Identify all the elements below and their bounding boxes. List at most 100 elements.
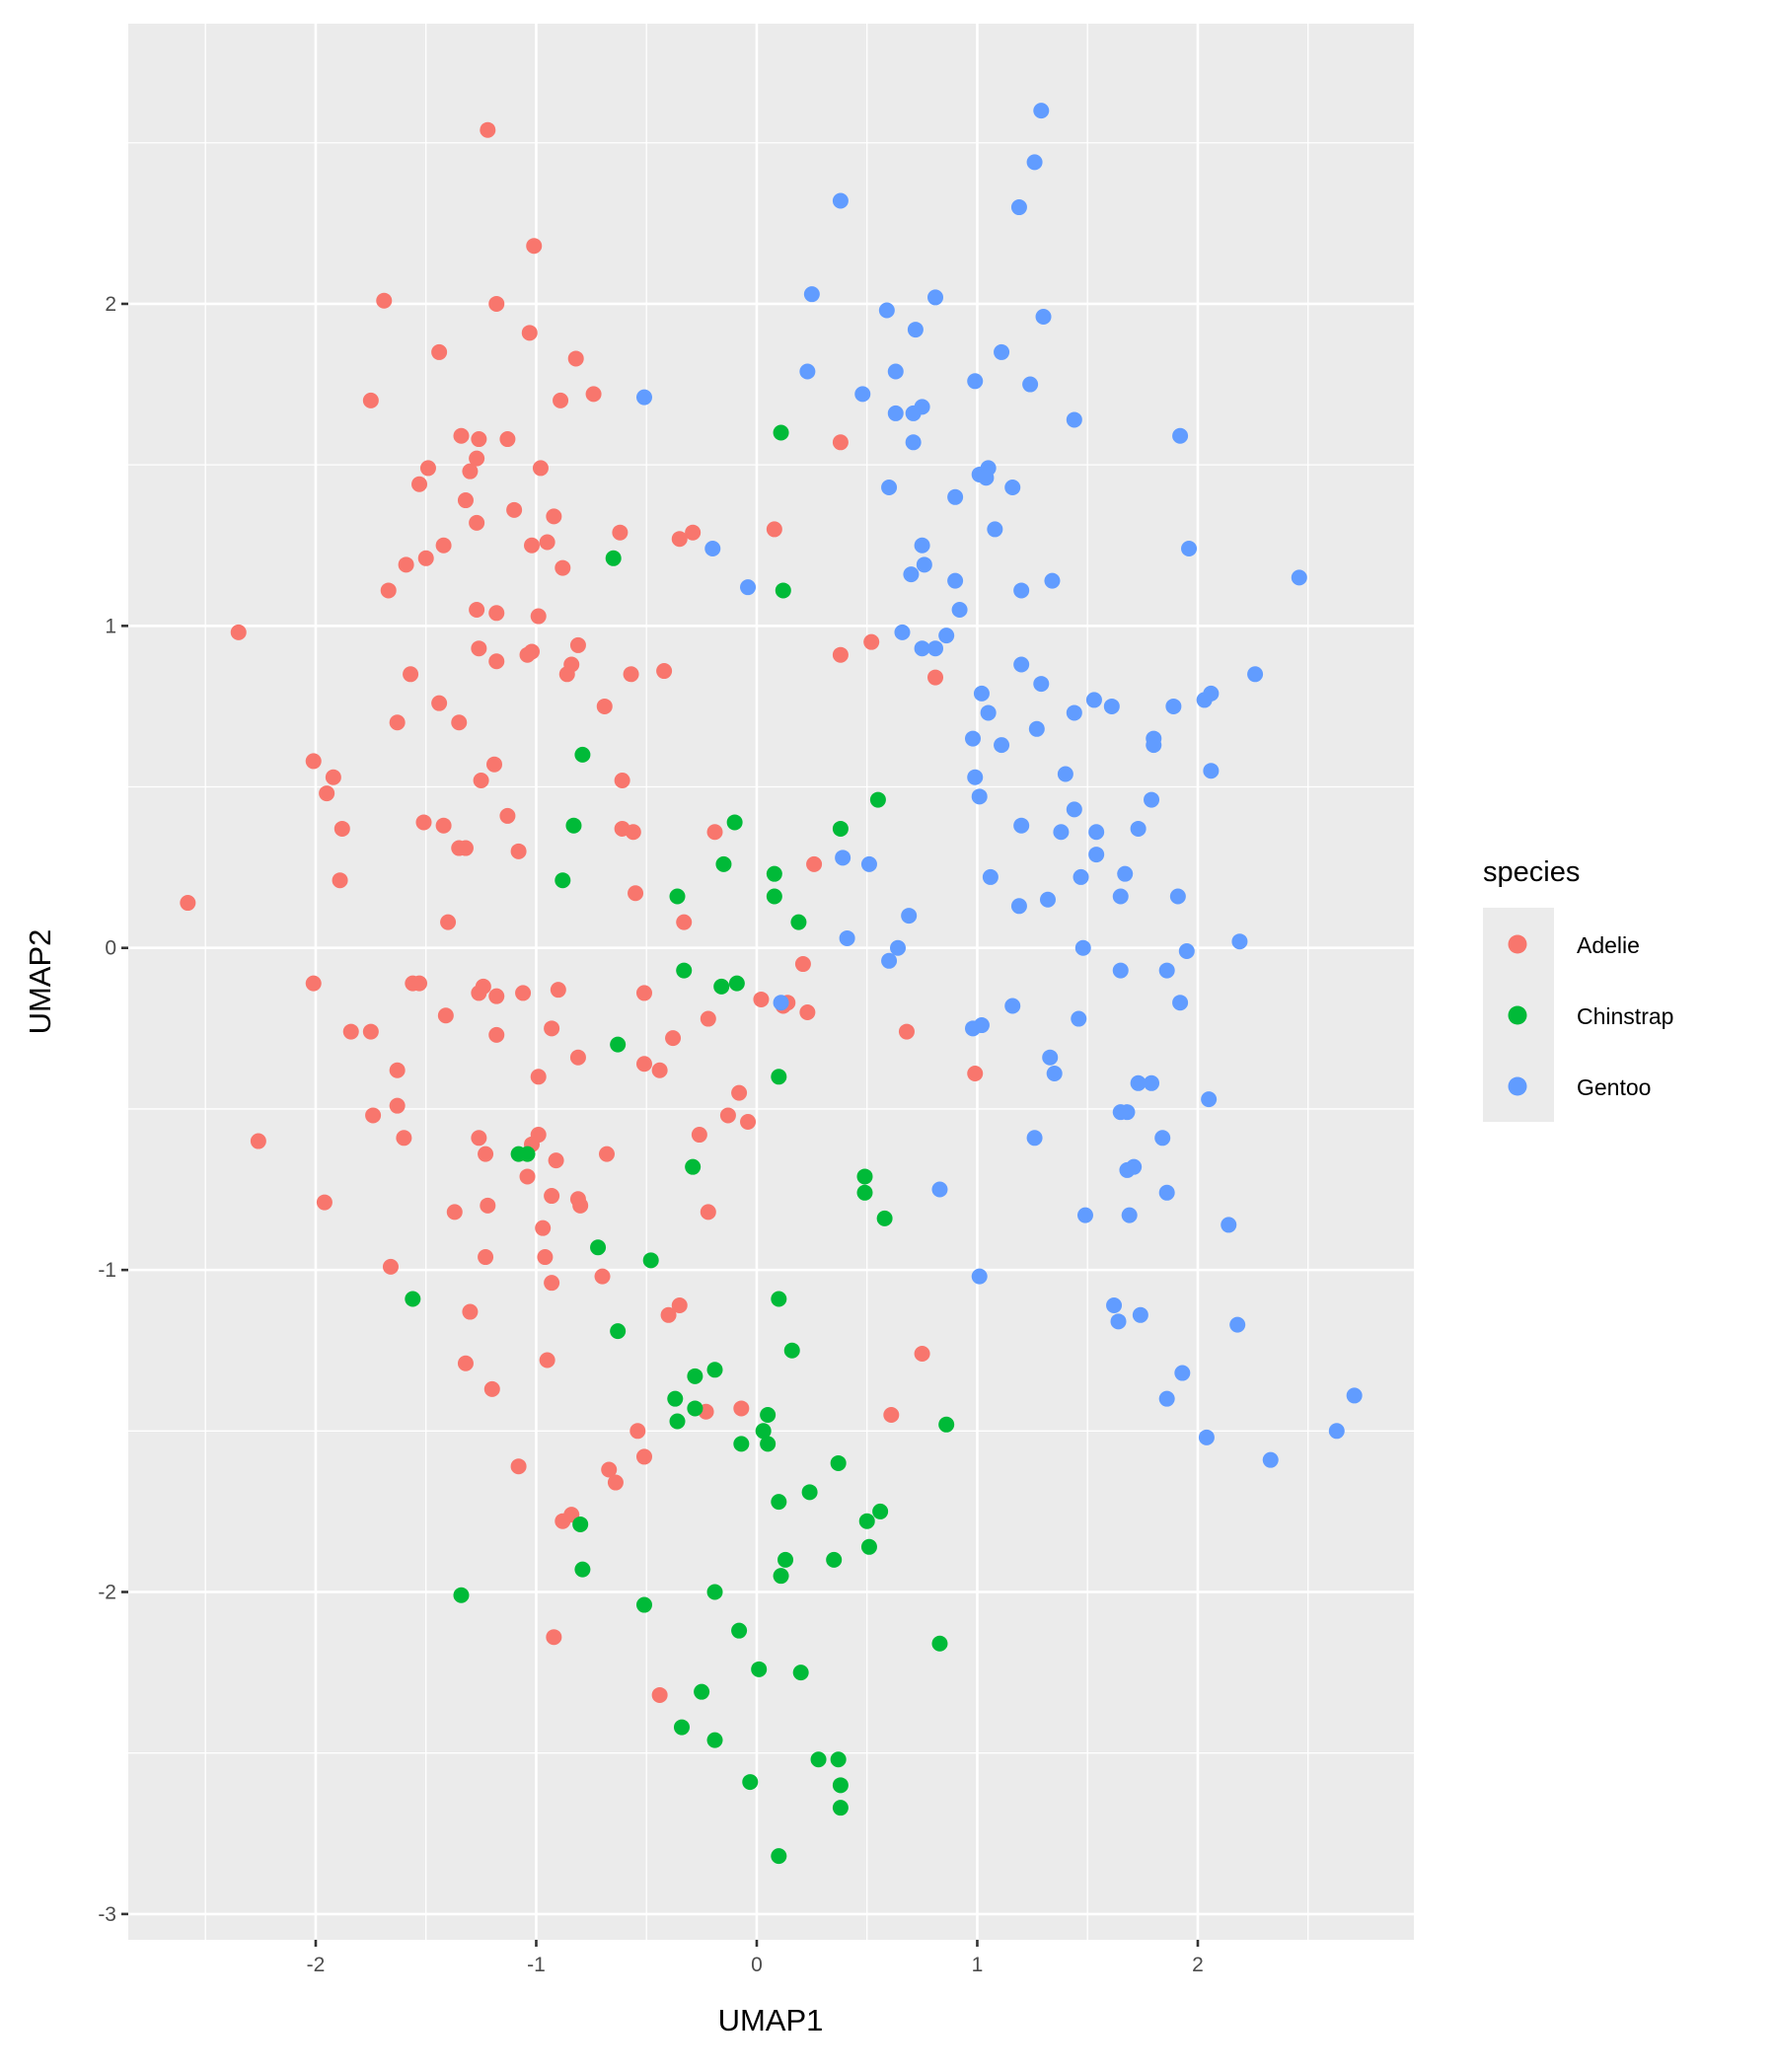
data-point (553, 392, 569, 408)
data-point (751, 1661, 768, 1677)
data-point (881, 479, 898, 495)
data-point (728, 975, 745, 992)
data-point (446, 1204, 463, 1221)
data-point (656, 663, 673, 680)
data-point (1013, 656, 1030, 673)
data-point (1057, 766, 1073, 782)
data-point (389, 1097, 406, 1114)
data-point (832, 820, 849, 837)
data-point (687, 1400, 703, 1417)
data-point (558, 666, 575, 683)
data-point (411, 975, 428, 992)
data-point (667, 1390, 684, 1407)
data-point (1074, 939, 1091, 956)
data-point (1117, 865, 1134, 882)
data-point (860, 1538, 877, 1555)
data-point (601, 1461, 618, 1478)
data-point (742, 1774, 759, 1791)
data-point (1026, 154, 1043, 171)
data-point (478, 1249, 494, 1266)
data-point (706, 1584, 723, 1600)
data-point (614, 773, 630, 789)
data-point (435, 817, 452, 834)
data-point (1010, 898, 1027, 915)
data-point (1229, 1316, 1246, 1333)
data-point (1010, 199, 1027, 216)
data-point (876, 1210, 893, 1226)
data-point (403, 666, 419, 683)
data-point (567, 350, 584, 367)
data-point (1132, 1306, 1148, 1323)
data-point (740, 579, 757, 596)
data-point (1110, 1313, 1127, 1330)
data-point (965, 1020, 982, 1037)
data-point (731, 1622, 748, 1639)
y-tick-label: 0 (105, 937, 116, 960)
data-point (967, 1066, 984, 1082)
data-point (451, 714, 468, 731)
data-point (878, 302, 895, 319)
data-point (766, 888, 782, 905)
data-point (1044, 572, 1061, 589)
data-point (832, 1777, 849, 1794)
data-point (967, 373, 984, 390)
data-point (938, 628, 955, 644)
data-point (894, 624, 911, 640)
data-point (1053, 824, 1070, 841)
data-point (947, 488, 964, 505)
data-point (938, 1416, 955, 1433)
legend-key (1508, 1005, 1527, 1025)
data-point (1172, 995, 1189, 1011)
data-point (546, 508, 562, 525)
data-point (1198, 1429, 1215, 1445)
data-point (1022, 376, 1039, 393)
x-tick-label: -2 (307, 1954, 326, 1976)
data-point (832, 434, 849, 451)
data-point (1231, 933, 1248, 950)
data-point (771, 1494, 787, 1511)
data-point (799, 363, 816, 380)
data-point (872, 1503, 889, 1519)
legend-key (1508, 1076, 1527, 1096)
data-point (180, 895, 196, 912)
data-point (596, 698, 613, 714)
data-point (973, 685, 990, 702)
data-point (1028, 720, 1045, 737)
data-point (610, 1036, 627, 1053)
data-point (987, 521, 1003, 538)
data-point (826, 1551, 843, 1568)
data-point (431, 343, 448, 360)
data-point (471, 431, 487, 448)
data-point (651, 1686, 668, 1703)
data-point (890, 939, 907, 956)
data-point (887, 405, 904, 421)
data-point (706, 824, 723, 841)
data-point (1119, 1161, 1136, 1178)
data-point (1181, 541, 1198, 557)
y-tick-label: -3 (98, 1903, 116, 1926)
data-point (1039, 891, 1056, 908)
data-point (931, 1635, 948, 1652)
data-point (1106, 1297, 1123, 1314)
data-point (1085, 692, 1102, 708)
data-point (687, 1368, 703, 1384)
data-point (469, 514, 485, 531)
data-point (773, 995, 789, 1011)
data-point (605, 550, 622, 566)
data-point (475, 978, 491, 995)
legend-item-adelie: Adelie (1508, 932, 1640, 958)
data-point (740, 1113, 757, 1130)
data-point (1004, 479, 1021, 495)
data-point (550, 982, 566, 999)
data-point (1119, 1104, 1136, 1121)
data-point (519, 1146, 536, 1162)
data-point (903, 566, 920, 583)
data-point (760, 1436, 777, 1452)
data-point (1158, 1390, 1175, 1407)
data-point (1262, 1451, 1279, 1468)
data-point (530, 1069, 547, 1085)
data-point (499, 807, 516, 824)
data-point (860, 855, 877, 872)
data-point (671, 1297, 688, 1314)
